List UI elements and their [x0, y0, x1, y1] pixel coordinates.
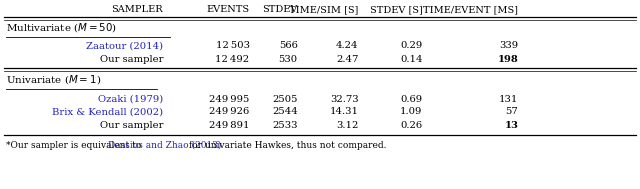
Text: Multivariate ($M = 50$): Multivariate ($M = 50$): [6, 22, 117, 34]
Text: 14.31: 14.31: [330, 108, 358, 116]
Text: 2505: 2505: [272, 94, 298, 104]
Text: 566: 566: [279, 42, 298, 50]
Text: 198: 198: [498, 54, 518, 64]
Text: 13: 13: [504, 121, 518, 129]
Text: 57: 57: [506, 108, 518, 116]
Text: Our sampler: Our sampler: [100, 121, 163, 129]
Text: TIME/SIM [S]: TIME/SIM [S]: [289, 5, 358, 15]
Text: 1.09: 1.09: [400, 108, 422, 116]
Text: 0.69: 0.69: [400, 94, 422, 104]
Text: 3.12: 3.12: [336, 121, 358, 129]
Text: 249 995: 249 995: [209, 94, 250, 104]
Text: 12 503: 12 503: [216, 42, 250, 50]
Text: 0.14: 0.14: [400, 54, 422, 64]
Text: for univariate Hawkes, thus not compared.: for univariate Hawkes, thus not compared…: [186, 140, 387, 149]
Text: STDEV [S]: STDEV [S]: [370, 5, 422, 15]
Text: Dassios and Zhao (2013): Dassios and Zhao (2013): [108, 140, 221, 149]
Text: 0.26: 0.26: [400, 121, 422, 129]
Text: 339: 339: [499, 42, 518, 50]
Text: 2544: 2544: [272, 108, 298, 116]
Text: 249 891: 249 891: [209, 121, 250, 129]
Text: TIME/EVENT [ΜS]: TIME/EVENT [ΜS]: [424, 5, 518, 15]
Text: *Our sampler is equivalent to: *Our sampler is equivalent to: [6, 140, 144, 149]
Text: 12 492: 12 492: [216, 54, 250, 64]
Text: 2.47: 2.47: [336, 54, 358, 64]
Text: 249 926: 249 926: [209, 108, 250, 116]
Text: Univariate ($M = 1$): Univariate ($M = 1$): [6, 74, 101, 87]
Text: Our sampler: Our sampler: [100, 54, 163, 64]
Text: Ozaki (1979): Ozaki (1979): [98, 94, 163, 104]
Text: Zaatour (2014): Zaatour (2014): [86, 42, 163, 50]
Text: Brix & Kendall (2002): Brix & Kendall (2002): [52, 108, 163, 116]
Text: SAMPLER: SAMPLER: [111, 5, 163, 15]
Text: 530: 530: [278, 54, 298, 64]
Text: 32.73: 32.73: [330, 94, 358, 104]
Text: 2533: 2533: [272, 121, 298, 129]
Text: 0.29: 0.29: [400, 42, 422, 50]
Text: 4.24: 4.24: [336, 42, 358, 50]
Text: STDEV: STDEV: [262, 5, 298, 15]
Text: 131: 131: [499, 94, 518, 104]
Text: EVENTS: EVENTS: [207, 5, 250, 15]
